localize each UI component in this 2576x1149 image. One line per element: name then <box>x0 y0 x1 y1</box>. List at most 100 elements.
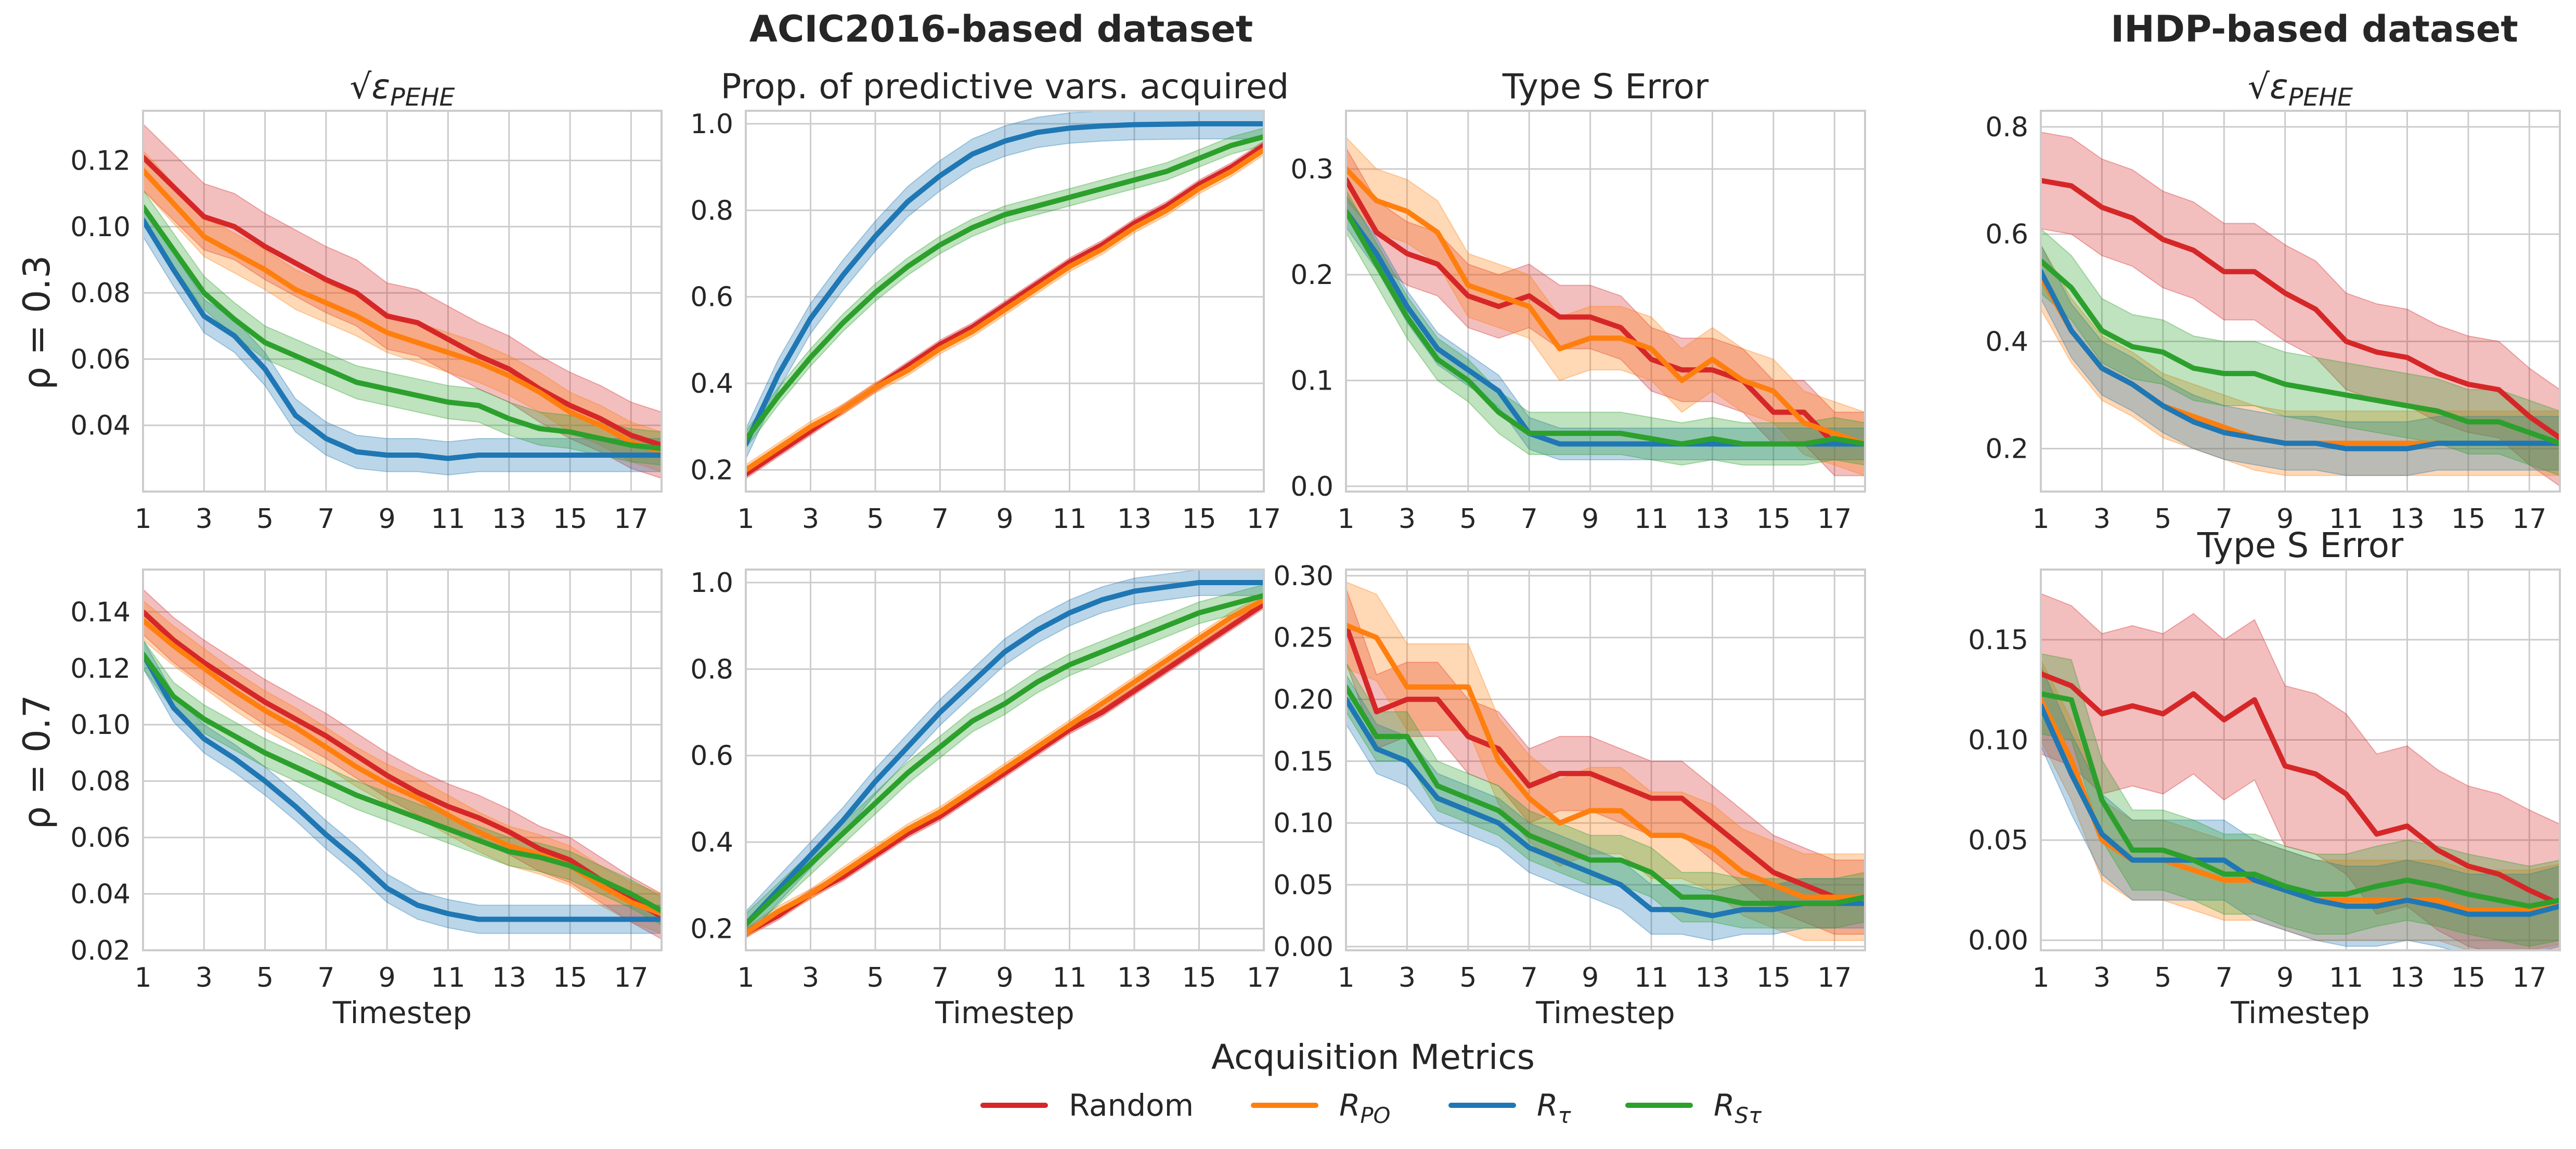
series-line-RPO <box>143 167 662 455</box>
x-tick-label: 1 <box>737 962 754 993</box>
x-tick-label: 3 <box>2093 962 2111 993</box>
band-RPO <box>1346 136 1865 476</box>
series-line-RPO <box>746 147 1264 473</box>
series-line-RPO <box>1346 622 1865 900</box>
series-line-RPO <box>1346 166 1865 447</box>
x-tick-label: 1 <box>134 504 151 535</box>
band-R <box>2041 665 2560 950</box>
band-Random <box>1346 588 1865 935</box>
x-tick-label: 9 <box>996 962 1013 993</box>
series-line-R <box>143 217 662 461</box>
series-line-RPO <box>746 597 1264 936</box>
x-tick-label: 9 <box>379 962 396 993</box>
series-line-RS <box>143 204 662 451</box>
x-tick-label: 13 <box>1695 504 1729 535</box>
chart-panel-acic-pehe-0.7: 1 3 5 7 9 11 13 15 170.020.040.060.080.100.120.1… <box>70 569 663 1030</box>
x-tick-label: 1 <box>2032 504 2049 535</box>
series-line-RS <box>746 134 1264 443</box>
y-tick-label: 0.8 <box>690 654 733 685</box>
y-tick-label: 0.06 <box>70 822 131 854</box>
panel-title: Prop. of predictive vars. acquired <box>721 67 1289 107</box>
x-tick-label: 7 <box>1521 962 1538 993</box>
x-tick-label: 3 <box>802 962 819 993</box>
series-line-RS <box>1346 209 1865 447</box>
x-tick-label: 5 <box>2154 504 2171 535</box>
ihdp-dataset-header: IHDP-based dataset <box>2111 8 2518 50</box>
x-tick-label: 7 <box>931 962 949 993</box>
series-line-RS <box>143 651 662 914</box>
x-tick-label: 3 <box>1399 962 1416 993</box>
y-tick-label: 0.6 <box>690 741 733 772</box>
band-Random <box>1346 147 1865 476</box>
x-tick-label: 17 <box>1247 962 1281 993</box>
y-tick-label: 0.10 <box>1968 725 2028 756</box>
y-tick-label: 0.8 <box>1985 112 2028 143</box>
x-tick-label: 15 <box>1182 962 1216 993</box>
band-RS <box>1346 189 1865 466</box>
series-line-Random <box>1346 622 1865 900</box>
band-RS <box>746 127 1264 449</box>
x-tick-label: 9 <box>2276 962 2294 993</box>
band-R <box>1346 674 1865 941</box>
y-tick-label: 0.10 <box>70 212 131 243</box>
axes-frame <box>1345 110 1866 493</box>
x-tick-label: 5 <box>866 962 884 993</box>
x-tick-label: 3 <box>196 962 213 993</box>
x-tick-label: 15 <box>553 962 587 993</box>
axes-frame <box>1345 569 1866 951</box>
acic-dataset-header: ACIC2016-based dataset <box>749 8 1253 50</box>
y-tick-label: 0.02 <box>70 935 131 966</box>
x-tick-label: 1 <box>737 504 754 535</box>
y-tick-label: 0.4 <box>690 827 733 858</box>
band-RPO <box>2041 243 2560 476</box>
x-tick-label: 9 <box>1582 504 1599 535</box>
x-axis-label: Timestep <box>2230 995 2370 1030</box>
band-Random <box>2041 132 2560 487</box>
y-tick-label: 0.05 <box>1968 825 2028 856</box>
x-tick-label: 7 <box>317 504 334 535</box>
x-tick-label: 1 <box>1337 504 1354 535</box>
legend: Acquisition Metrics Random RPO Rτ RSτ <box>980 1037 1762 1128</box>
x-tick-label: 13 <box>2390 504 2424 535</box>
plot-area <box>2041 593 2560 950</box>
x-tick-label: 17 <box>1817 504 1852 535</box>
band-R <box>143 639 662 934</box>
x-axis-label: Timestep <box>1535 995 1675 1030</box>
x-axis-label: Timestep <box>332 995 472 1030</box>
y-tick-label: 0.04 <box>70 410 131 442</box>
x-tick-label: 7 <box>931 504 949 535</box>
series-line-RS <box>1346 684 1865 906</box>
x-tick-label: 17 <box>614 962 648 993</box>
x-tick-label: 5 <box>1459 962 1477 993</box>
panel-title: Type S Error <box>2197 525 2404 565</box>
x-tick-label: 9 <box>379 504 396 535</box>
x-tick-label: 11 <box>1052 962 1086 993</box>
y-tick-label: 0.15 <box>1968 625 2028 656</box>
x-tick-label: 5 <box>2154 962 2171 993</box>
y-tick-label: 0.05 <box>1273 870 1334 901</box>
x-tick-label: 15 <box>1756 504 1791 535</box>
x-tick-label: 13 <box>1117 504 1151 535</box>
row-label-rho-0.3: ρ = 0.3 <box>16 255 58 390</box>
x-tick-label: 3 <box>1399 504 1416 535</box>
series-line-Random <box>143 154 662 448</box>
legend-title: Acquisition Metrics <box>1211 1037 1535 1077</box>
y-tick-label: 0.06 <box>70 344 131 375</box>
panel-title: √εPEHE <box>349 67 455 112</box>
y-tick-label: 1.0 <box>690 567 733 599</box>
band-R <box>1346 194 1865 460</box>
x-tick-label: 17 <box>2512 962 2546 993</box>
x-tick-label: 11 <box>1634 504 1668 535</box>
x-tick-label: 5 <box>256 504 274 535</box>
plot-area <box>143 123 662 479</box>
y-tick-label: 0.08 <box>70 766 131 797</box>
x-tick-label: 15 <box>2451 504 2486 535</box>
legend-label: Random <box>1069 1088 1194 1123</box>
band-RS <box>2041 228 2560 476</box>
y-tick-label: 0.08 <box>70 278 131 309</box>
y-tick-label: 1.0 <box>690 109 733 140</box>
legend-label: Rτ <box>1537 1088 1571 1128</box>
x-tick-label: 5 <box>256 962 274 993</box>
